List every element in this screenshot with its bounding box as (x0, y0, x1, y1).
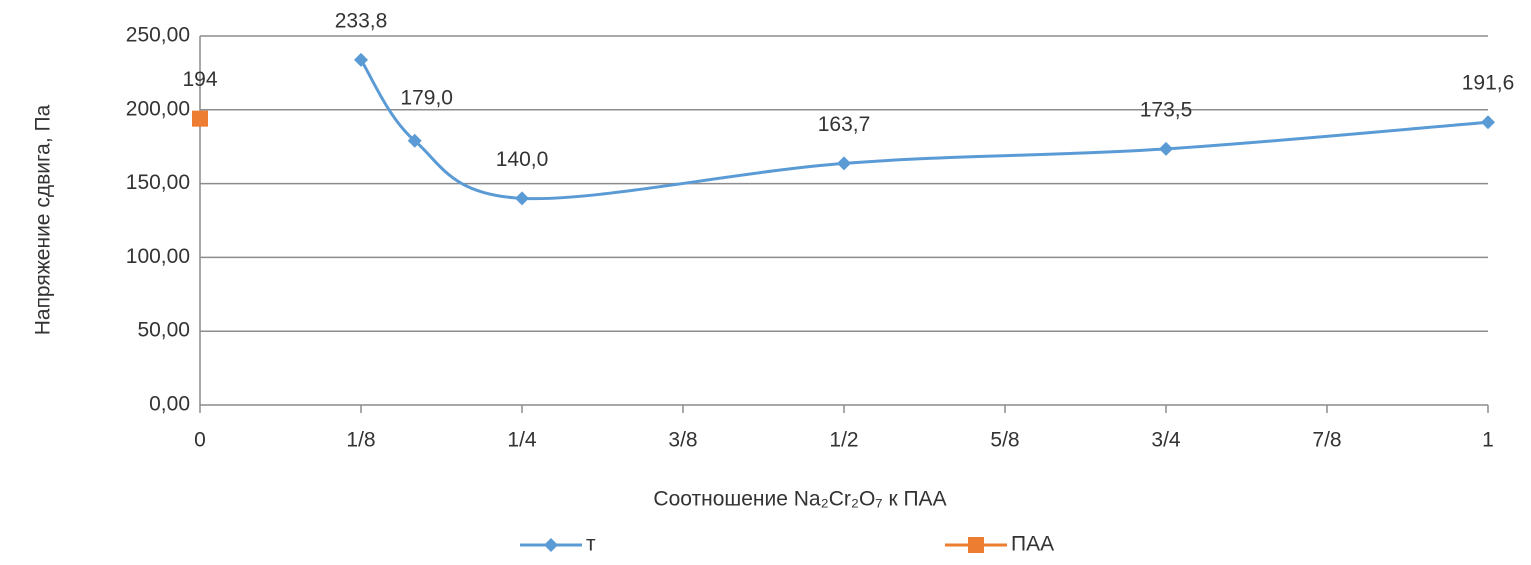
x-tick-label: 1 (1482, 429, 1494, 452)
x-tick-label: 0 (194, 429, 206, 452)
data-point (1159, 141, 1173, 156)
data-label: 173,5 (1140, 98, 1193, 121)
x-axis-title: Соотношение Na₂Cr₂O₇ к ПАА (653, 488, 946, 511)
x-tick-label: 7/8 (1312, 429, 1341, 452)
y-tick-label: 50,00 (137, 319, 190, 342)
y-tick-label: 200,00 (126, 97, 190, 120)
data-point (1481, 115, 1495, 130)
series-line (359, 59, 1489, 201)
data-label: 233,8 (335, 9, 388, 32)
x-tick-label: 3/8 (668, 429, 697, 452)
data-point (515, 191, 529, 206)
data-label: 194 (182, 68, 217, 91)
y-tick-label: 0,00 (149, 393, 190, 416)
x-tick-label: 1/4 (507, 429, 537, 452)
data-point (407, 133, 422, 148)
x-tick-label: 5/8 (990, 429, 1019, 452)
data-label: 140,0 (496, 148, 549, 171)
y-tick-label: 100,00 (126, 245, 190, 268)
data-point (837, 156, 851, 171)
legend-marker (544, 538, 558, 552)
legend-marker (968, 537, 984, 553)
x-tick-label: 1/2 (829, 429, 858, 452)
y-axis-title: Напряжение сдвига, Па (32, 104, 55, 335)
data-label: 163,7 (818, 113, 871, 136)
legend-label: т (586, 533, 596, 556)
data-point (192, 110, 208, 127)
x-tick-label: 1/8 (346, 429, 375, 452)
legend-label: ПАА (1011, 533, 1054, 556)
y-tick-label: 250,00 (126, 24, 190, 47)
y-tick-label: 150,00 (126, 171, 190, 194)
x-tick-label: 3/4 (1151, 429, 1181, 452)
data-point (354, 52, 368, 67)
data-label: 191,6 (1462, 72, 1515, 95)
data-label: 179,0 (400, 86, 453, 109)
